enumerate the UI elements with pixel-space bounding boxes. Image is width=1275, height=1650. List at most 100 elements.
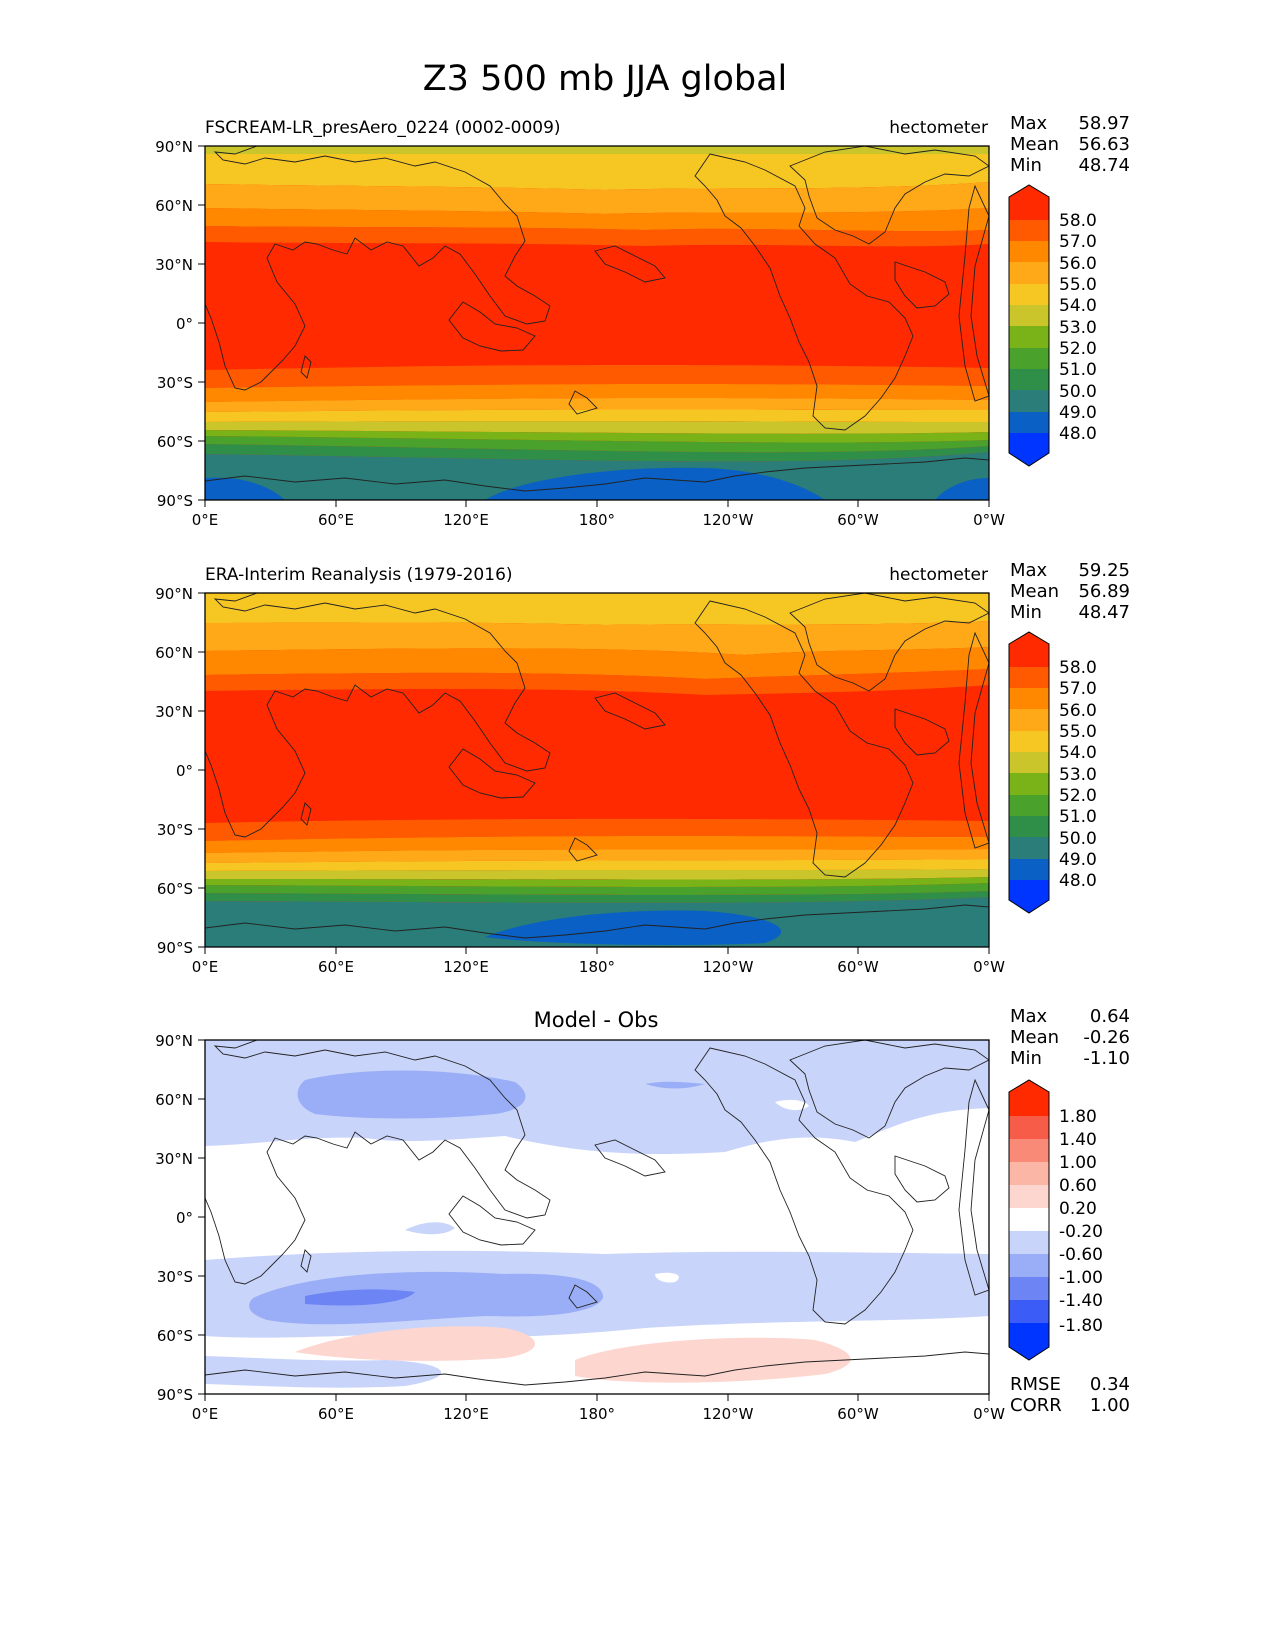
rmse-label: RMSE [1010, 1374, 1061, 1395]
panel-3: Model - Obs [155, 1006, 1130, 1423]
stat-label: Max [1010, 1006, 1048, 1027]
panel-2-title-left: ERA-Interim Reanalysis (1979-2016) [205, 565, 513, 585]
colorbar-label: 1.40 [1059, 1130, 1097, 1150]
lat-tick-label: 0° [176, 1209, 193, 1227]
colorbar-label: 51.0 [1059, 807, 1097, 827]
panel-1-stats: Max 58.97 Mean 56.63 Min 48.74 [1010, 113, 1130, 176]
panel-1-colorbar: 58.0 57.0 56.0 55.0 54.0 53.0 52.0 51.0 … [1008, 184, 1097, 467]
panel-2-colorbar: 58.0 57.0 56.0 55.0 54.0 53.0 52.0 51.0 … [1008, 631, 1097, 914]
colorbar-label: 49.0 [1059, 850, 1097, 870]
lat-tick-label: 30°N [155, 1150, 193, 1168]
lon-tick-label: 60°E [318, 958, 354, 976]
corr-value: 1.00 [1090, 1395, 1130, 1416]
stat-value: 0.64 [1090, 1006, 1130, 1027]
lat-tick-label: 90°N [155, 1032, 193, 1050]
colorbar-label: 58.0 [1059, 211, 1097, 231]
stat-value: 48.74 [1078, 155, 1130, 176]
colorbar-label: -1.00 [1059, 1268, 1103, 1288]
stat-value: 56.89 [1078, 581, 1130, 602]
lat-tick-label: 30°S [157, 1268, 193, 1286]
panel-1-title-right: hectometer [889, 118, 988, 138]
corr-label: CORR [1010, 1395, 1062, 1416]
stat-label: Min [1010, 602, 1042, 623]
colorbar-label: 54.0 [1059, 743, 1097, 763]
lon-tick-label: 60°W [837, 958, 879, 976]
stat-label: Min [1010, 1048, 1042, 1069]
panel-3-lon-axis: 0°E 60°E 120°E 180° 120°W 60°W 0°W [192, 1394, 1005, 1423]
stat-value: -1.10 [1083, 1048, 1130, 1069]
panel-3-stats: Max 0.64 Mean -0.26 Min -1.10 [1010, 1006, 1130, 1069]
stat-value: 59.25 [1078, 560, 1130, 581]
lat-tick-label: 90°N [155, 138, 193, 156]
lat-tick-label: 60°N [155, 1091, 193, 1109]
colorbar-label: 51.0 [1059, 360, 1097, 380]
colorbar-label: 58.0 [1059, 658, 1097, 678]
lat-tick-label: 0° [176, 762, 193, 780]
lon-tick-label: 0°E [192, 511, 219, 529]
rmse-value: 0.34 [1090, 1374, 1130, 1395]
panel-2-lat-axis: 90°N 60°N 30°N 0° 30°S 60°S 90°S [155, 585, 205, 957]
lon-tick-label: 120°E [443, 1405, 489, 1423]
lat-tick-label: 30°N [155, 256, 193, 274]
lon-tick-label: 0°E [192, 1405, 219, 1423]
lon-tick-label: 60°W [837, 1405, 879, 1423]
colorbar-label: 48.0 [1059, 424, 1097, 444]
lat-tick-label: 60°S [157, 1327, 193, 1345]
lon-tick-label: 180° [579, 1405, 615, 1423]
colorbar-label: 1.80 [1059, 1107, 1097, 1127]
lon-tick-label: 0°W [973, 511, 1005, 529]
lon-tick-label: 120°W [703, 958, 754, 976]
colorbar-label: 0.20 [1059, 1199, 1097, 1219]
lat-tick-label: 90°N [155, 585, 193, 603]
stat-label: Mean [1010, 134, 1059, 155]
lon-tick-label: 0°E [192, 958, 219, 976]
panel-1-lat-axis: 90°N 60°N 30°N 0° 30°S 60°S 90°S [155, 138, 205, 510]
colorbar-label: 52.0 [1059, 339, 1097, 359]
panel-3-colorbar: 1.80 1.40 1.00 0.60 0.20 -0.20 -0.60 -1.… [1008, 1079, 1103, 1361]
colorbar-label: 57.0 [1059, 232, 1097, 252]
colorbar-label: 50.0 [1059, 382, 1097, 402]
panel-2: ERA-Interim Reanalysis (1979-2016) hecto… [155, 560, 1130, 976]
lat-tick-label: 0° [176, 315, 193, 333]
colorbar-label: 50.0 [1059, 829, 1097, 849]
colorbar-label: -1.80 [1059, 1316, 1103, 1336]
lon-tick-label: 120°E [443, 958, 489, 976]
panel-1-map [204, 145, 990, 501]
lat-tick-label: 30°S [157, 374, 193, 392]
panel-1-title-left: FSCREAM-LR_presAero_0224 (0002-0009) [205, 118, 561, 138]
colorbar-label: 55.0 [1059, 722, 1097, 742]
colorbar-label: 0.60 [1059, 1176, 1097, 1196]
colorbar-label: 56.0 [1059, 254, 1097, 274]
lon-tick-label: 60°E [318, 511, 354, 529]
lon-tick-label: 60°E [318, 1405, 354, 1423]
stat-label: Max [1010, 113, 1048, 134]
colorbar-label: 54.0 [1059, 296, 1097, 316]
lon-tick-label: 0°W [973, 1405, 1005, 1423]
stat-label: Min [1010, 155, 1042, 176]
lon-tick-label: 0°W [973, 958, 1005, 976]
panel-3-title-center: Model - Obs [534, 1008, 659, 1032]
panel-2-stats: Max 59.25 Mean 56.89 Min 48.47 [1010, 560, 1130, 623]
lon-tick-label: 120°W [703, 511, 754, 529]
colorbar-label: 1.00 [1059, 1153, 1097, 1173]
lon-tick-label: 180° [579, 958, 615, 976]
lat-tick-label: 90°S [157, 1386, 193, 1404]
stat-value: 58.97 [1078, 113, 1130, 134]
figure-title: Z3 500 mb JJA global [423, 59, 788, 99]
colorbar-label: 56.0 [1059, 701, 1097, 721]
panel-2-lon-axis: 0°E 60°E 120°E 180° 120°W 60°W 0°W [192, 947, 1005, 976]
lat-tick-label: 90°S [157, 939, 193, 957]
stat-value: 48.47 [1078, 602, 1130, 623]
panel-3-error-stats: RMSE 0.34 CORR 1.00 [1010, 1374, 1130, 1416]
colorbar-label: -1.40 [1059, 1291, 1103, 1311]
panel-1: FSCREAM-LR_presAero_0224 (0002-0009) hec… [155, 113, 1130, 529]
lat-tick-label: 30°S [157, 821, 193, 839]
stat-value: -0.26 [1083, 1027, 1130, 1048]
colorbar-label: 53.0 [1059, 765, 1097, 785]
lat-tick-label: 30°N [155, 703, 193, 721]
lat-tick-label: 60°N [155, 644, 193, 662]
colorbar-label: -0.20 [1059, 1222, 1103, 1242]
panel-3-map [204, 1039, 990, 1395]
lat-tick-label: 60°S [157, 880, 193, 898]
